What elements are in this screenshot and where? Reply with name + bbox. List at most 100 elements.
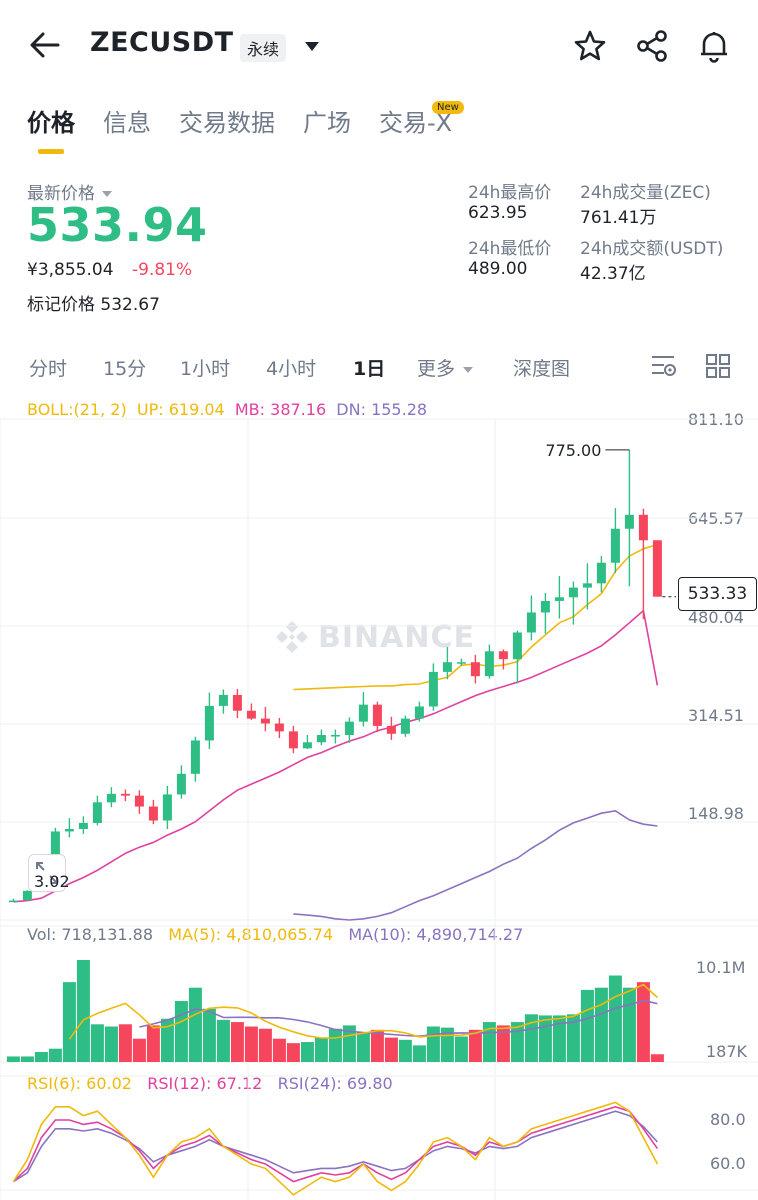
interval-time[interactable]: 分时 bbox=[29, 358, 68, 380]
volume-bar bbox=[202, 1008, 216, 1062]
candle-body bbox=[344, 721, 354, 735]
last-price: 533.94 bbox=[27, 198, 208, 252]
low-24h-label: 24h最低价 bbox=[468, 239, 552, 259]
rsi12-line bbox=[12, 1105, 659, 1183]
candle-body bbox=[92, 802, 102, 823]
rsi24-line bbox=[12, 1110, 658, 1183]
volume-24h-label: 24h成交量(ZEC) bbox=[580, 183, 711, 203]
candle-body bbox=[470, 662, 480, 677]
current-price-tag[interactable]: 533.33 bbox=[678, 577, 757, 611]
volume-bar bbox=[650, 1054, 664, 1062]
volume-bar bbox=[6, 1056, 20, 1062]
rsi-axis-tick: 60.0 bbox=[710, 1154, 746, 1173]
volume-bar bbox=[636, 982, 650, 1062]
layout-grid-icon[interactable] bbox=[705, 353, 731, 379]
price-axis-tick: 480.04 bbox=[688, 608, 744, 627]
candle-body bbox=[148, 806, 158, 821]
bottom-left-value: 3.02 bbox=[34, 872, 70, 891]
candle-body bbox=[64, 829, 74, 832]
candle-body bbox=[260, 718, 270, 724]
candle-body bbox=[232, 694, 242, 711]
volume-bar bbox=[286, 1043, 300, 1062]
candle-body bbox=[246, 710, 256, 719]
candle-body bbox=[218, 694, 228, 706]
back-arrow-icon[interactable] bbox=[28, 28, 62, 62]
candle-body bbox=[498, 651, 508, 660]
candle-body bbox=[428, 671, 438, 707]
candle-body bbox=[372, 704, 382, 726]
volume-bar bbox=[328, 1028, 342, 1062]
vol-value: Vol: 718,131.88 bbox=[27, 925, 154, 944]
symbol-title[interactable]: ZECUSDT bbox=[90, 27, 234, 58]
candle-body bbox=[330, 734, 340, 737]
price-cny: ¥3,855.04 bbox=[27, 260, 114, 280]
tab-price[interactable]: 价格 bbox=[27, 109, 75, 137]
candle-body bbox=[106, 793, 116, 803]
volume-bar bbox=[468, 1029, 482, 1062]
volume-legend: Vol: 718,131.88 MA(5): 4,810,065.74 MA(1… bbox=[27, 925, 523, 944]
boll-mb: MB: 387.16 bbox=[234, 400, 327, 419]
tab-trading-data[interactable]: 交易数据 bbox=[179, 109, 275, 137]
expand-chart-button[interactable] bbox=[28, 854, 66, 892]
volume-bar bbox=[62, 982, 76, 1062]
candle-body bbox=[134, 795, 144, 807]
interval-depth[interactable]: 深度图 bbox=[513, 358, 571, 380]
candle-body bbox=[400, 718, 410, 734]
vol-ma5: MA(5): 4,810,065.74 bbox=[168, 925, 334, 944]
share-icon[interactable] bbox=[634, 28, 670, 64]
candle-body bbox=[78, 822, 88, 830]
last-price-label[interactable]: 最新价格 bbox=[27, 179, 114, 204]
interval-more[interactable]: 更多 bbox=[417, 354, 475, 381]
volume-bar bbox=[20, 1056, 34, 1062]
volume-bar bbox=[314, 1037, 328, 1062]
amount-24h-label: 24h成交额(USDT) bbox=[580, 239, 724, 259]
bell-icon[interactable] bbox=[696, 28, 732, 64]
boll-up: UP: 619.04 bbox=[136, 400, 225, 419]
volume-bar bbox=[300, 1042, 314, 1062]
candle-body bbox=[288, 731, 298, 749]
volume-bar bbox=[272, 1038, 286, 1062]
candle-body bbox=[162, 794, 172, 821]
candle-body bbox=[442, 662, 452, 672]
active-tab-indicator bbox=[38, 149, 64, 154]
volume-bar bbox=[34, 1052, 48, 1062]
interval-15m[interactable]: 15分 bbox=[103, 358, 147, 380]
price-axis-tick: 314.51 bbox=[688, 706, 744, 725]
interval-1d[interactable]: 1日 bbox=[353, 358, 386, 380]
volume-bar bbox=[230, 1022, 244, 1062]
candle-body bbox=[456, 662, 466, 664]
tab-info[interactable]: 信息 bbox=[103, 109, 151, 137]
volume-bar bbox=[594, 987, 608, 1062]
volume-bar bbox=[496, 1025, 510, 1062]
boll-dn-line bbox=[293, 809, 658, 921]
rsi24-value: RSI(24): 69.80 bbox=[277, 1074, 393, 1093]
volume-bar bbox=[384, 1037, 398, 1062]
volume-bar bbox=[188, 987, 202, 1062]
volume-bar bbox=[132, 1038, 146, 1062]
last-price-caret-icon bbox=[102, 191, 113, 197]
volume-axis-tick: 10.1M bbox=[696, 958, 746, 977]
volume-bar bbox=[258, 1028, 272, 1062]
volume-bar bbox=[566, 1014, 580, 1062]
dropdown-caret-icon[interactable] bbox=[302, 38, 322, 54]
price-axis-tick: 148.98 bbox=[688, 804, 744, 823]
volume-bar bbox=[76, 959, 90, 1062]
rsi-legend: RSI(6): 60.02 RSI(12): 67.12 RSI(24): 69… bbox=[27, 1074, 393, 1093]
candle-body bbox=[624, 514, 634, 529]
candle-body bbox=[8, 900, 18, 903]
candle-body bbox=[386, 725, 396, 734]
volume-bar bbox=[608, 975, 622, 1062]
star-icon[interactable] bbox=[572, 28, 608, 64]
mark-price-value: 532.67 bbox=[100, 295, 160, 315]
candle-body bbox=[554, 597, 564, 601]
candle-body bbox=[596, 562, 606, 584]
candle-body bbox=[610, 528, 620, 563]
more-caret-icon bbox=[463, 367, 474, 373]
interval-4h[interactable]: 4小时 bbox=[266, 358, 317, 380]
indicator-settings-icon[interactable] bbox=[650, 353, 678, 379]
rsi12-value: RSI(12): 67.12 bbox=[147, 1074, 263, 1093]
volume-bar bbox=[426, 1026, 440, 1062]
interval-1h[interactable]: 1小时 bbox=[180, 358, 231, 380]
kline-chart[interactable]: 775.00 bbox=[0, 390, 758, 1200]
tab-square[interactable]: 广场 bbox=[303, 109, 351, 137]
